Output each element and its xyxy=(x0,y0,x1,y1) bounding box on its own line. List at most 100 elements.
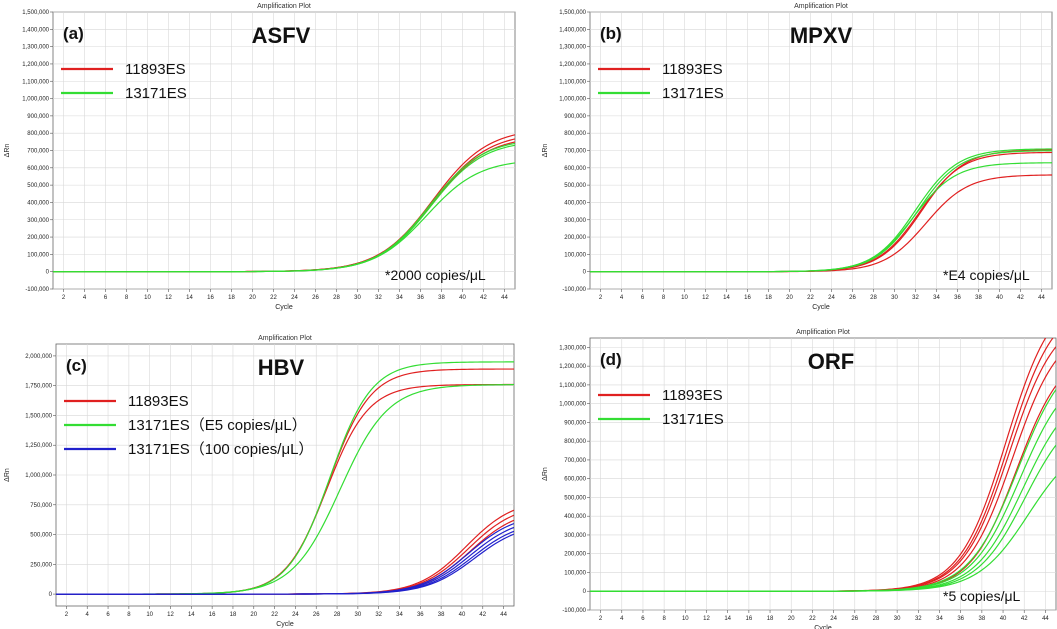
x-tick-label: 44 xyxy=(1038,295,1045,301)
y-tick-label: -100,000 xyxy=(562,608,586,614)
x-tick-label: 14 xyxy=(188,612,195,618)
x-tick-label: 6 xyxy=(104,295,108,301)
concentration-annotation: *5 copies/μL xyxy=(943,588,1021,604)
y-tick-label: 1,000,000 xyxy=(22,97,49,103)
x-tick-label: 14 xyxy=(186,295,193,301)
amplification-plot-svg: Amplification Plot 1,500,000 1,400,000 1,30… xyxy=(4,3,516,311)
panel-label: (a) xyxy=(63,24,84,43)
x-tick-label: 30 xyxy=(894,616,901,622)
y-tick-label: 1,200,000 xyxy=(22,62,49,68)
x-tick-label: 40 xyxy=(996,295,1003,301)
x-tick-label: 34 xyxy=(933,295,940,301)
y-tick-label: 1,200,000 xyxy=(559,364,586,370)
y-tick-label: 600,000 xyxy=(564,166,586,172)
chart-panel-asfv: Amplification Plot 1,500,000 1,400,000 1,30… xyxy=(0,0,520,312)
amplification-plot-svg: Amplification Plot 1,300,000 1,200,000 1,10… xyxy=(542,329,1057,629)
x-axis-label: Cycle xyxy=(812,304,830,311)
x-tick-label: 4 xyxy=(86,612,90,618)
x-tick-label: 2 xyxy=(599,295,603,301)
y-tick-label: 0 xyxy=(583,270,587,276)
x-tick-label: 14 xyxy=(724,616,731,622)
x-tick-label: 36 xyxy=(417,612,424,618)
x-tick-label: 32 xyxy=(915,616,922,622)
x-tick-label: 12 xyxy=(165,295,172,301)
x-tick-label: 22 xyxy=(809,616,816,622)
x-tick-label: 6 xyxy=(641,616,645,622)
chart-title: MPXV xyxy=(790,23,853,48)
y-axis-label: ΔRn xyxy=(542,467,549,481)
series-group xyxy=(56,361,514,595)
x-tick-label: 30 xyxy=(354,295,361,301)
amplification-curve-13171es-100--10 xyxy=(56,533,514,595)
legend-label: 13171ES xyxy=(125,85,187,102)
y-tick-label: 300,000 xyxy=(564,533,586,539)
x-tick-label: 38 xyxy=(979,616,986,622)
x-tick-label: 8 xyxy=(662,616,666,622)
plot-title: Amplification Plot xyxy=(796,329,850,336)
legend-label: 11893ES xyxy=(662,61,723,78)
x-tick-label: 38 xyxy=(438,612,445,618)
y-tick-label: 250,000 xyxy=(30,562,52,568)
y-tick-label: 1,200,000 xyxy=(559,62,586,68)
x-tick-label: 20 xyxy=(788,616,795,622)
x-tick-label: 20 xyxy=(249,295,256,301)
y-tick-label: -100,000 xyxy=(25,287,49,293)
series-group xyxy=(53,134,515,273)
x-tick-label: 10 xyxy=(146,612,153,618)
x-tick-label: 4 xyxy=(83,295,87,301)
legend-label: 13171ES（100 copies/μL） xyxy=(128,441,313,458)
x-tick-label: 12 xyxy=(167,612,174,618)
x-tick-label: 18 xyxy=(767,616,774,622)
chart-title: ORF xyxy=(808,349,854,374)
y-tick-label: 200,000 xyxy=(27,235,49,241)
x-tick-label: 42 xyxy=(1021,616,1028,622)
x-tick-label: 40 xyxy=(459,295,466,301)
amplification-plot-svg: Amplification Plot 2,000,000 1,750,000 1,50… xyxy=(4,335,515,628)
x-tick-label: 18 xyxy=(230,612,237,618)
amplification-curve-13171es-9 xyxy=(590,475,1056,592)
x-tick-label: 32 xyxy=(912,295,919,301)
x-tick-label: 20 xyxy=(250,612,257,618)
x-tick-label: 24 xyxy=(292,612,299,618)
series-group xyxy=(590,338,1056,592)
plot-title: Amplification Plot xyxy=(257,3,311,10)
x-axis-label: Cycle xyxy=(276,621,294,628)
x-tick-label: 22 xyxy=(271,612,278,618)
y-tick-label: 1,000,000 xyxy=(25,473,52,479)
y-tick-label: 600,000 xyxy=(27,166,49,172)
y-tick-label: 1,400,000 xyxy=(22,27,49,33)
y-tick-label: 1,000,000 xyxy=(559,97,586,103)
x-tick-label: 10 xyxy=(144,295,151,301)
x-tick-label: 36 xyxy=(954,295,961,301)
x-tick-label: 30 xyxy=(355,612,362,618)
y-tick-label: 750,000 xyxy=(30,503,52,509)
y-tick-label: 1,400,000 xyxy=(559,27,586,33)
x-tick-label: 26 xyxy=(312,295,319,301)
concentration-annotation: *E4 copies/μL xyxy=(943,267,1030,283)
x-tick-label: 16 xyxy=(746,616,753,622)
x-tick-label: 36 xyxy=(957,616,964,622)
y-tick-label: 1,750,000 xyxy=(25,384,52,390)
x-tick-label: 40 xyxy=(459,612,466,618)
x-tick-label: 44 xyxy=(1042,616,1049,622)
x-tick-label: 12 xyxy=(702,295,709,301)
legend-label: 13171ES xyxy=(662,85,724,102)
y-tick-label: 1,100,000 xyxy=(22,79,49,85)
x-tick-label: 30 xyxy=(891,295,898,301)
x-tick-label: 38 xyxy=(438,295,445,301)
panel-label: (b) xyxy=(600,24,622,43)
x-tick-label: 8 xyxy=(125,295,129,301)
y-axis-label: ΔRn xyxy=(542,144,549,158)
x-tick-label: 10 xyxy=(681,295,688,301)
x-tick-label: 12 xyxy=(703,616,710,622)
y-tick-label: 1,500,000 xyxy=(559,10,586,16)
x-tick-label: 6 xyxy=(641,295,645,301)
x-tick-label: 20 xyxy=(786,295,793,301)
x-tick-label: 42 xyxy=(1017,295,1024,301)
plot-frame xyxy=(589,337,1057,611)
y-tick-label: 1,000,000 xyxy=(559,402,586,408)
x-tick-label: 4 xyxy=(620,295,624,301)
y-tick-label: 500,000 xyxy=(27,183,49,189)
x-tick-label: 26 xyxy=(849,295,856,301)
x-tick-label: 34 xyxy=(396,612,403,618)
